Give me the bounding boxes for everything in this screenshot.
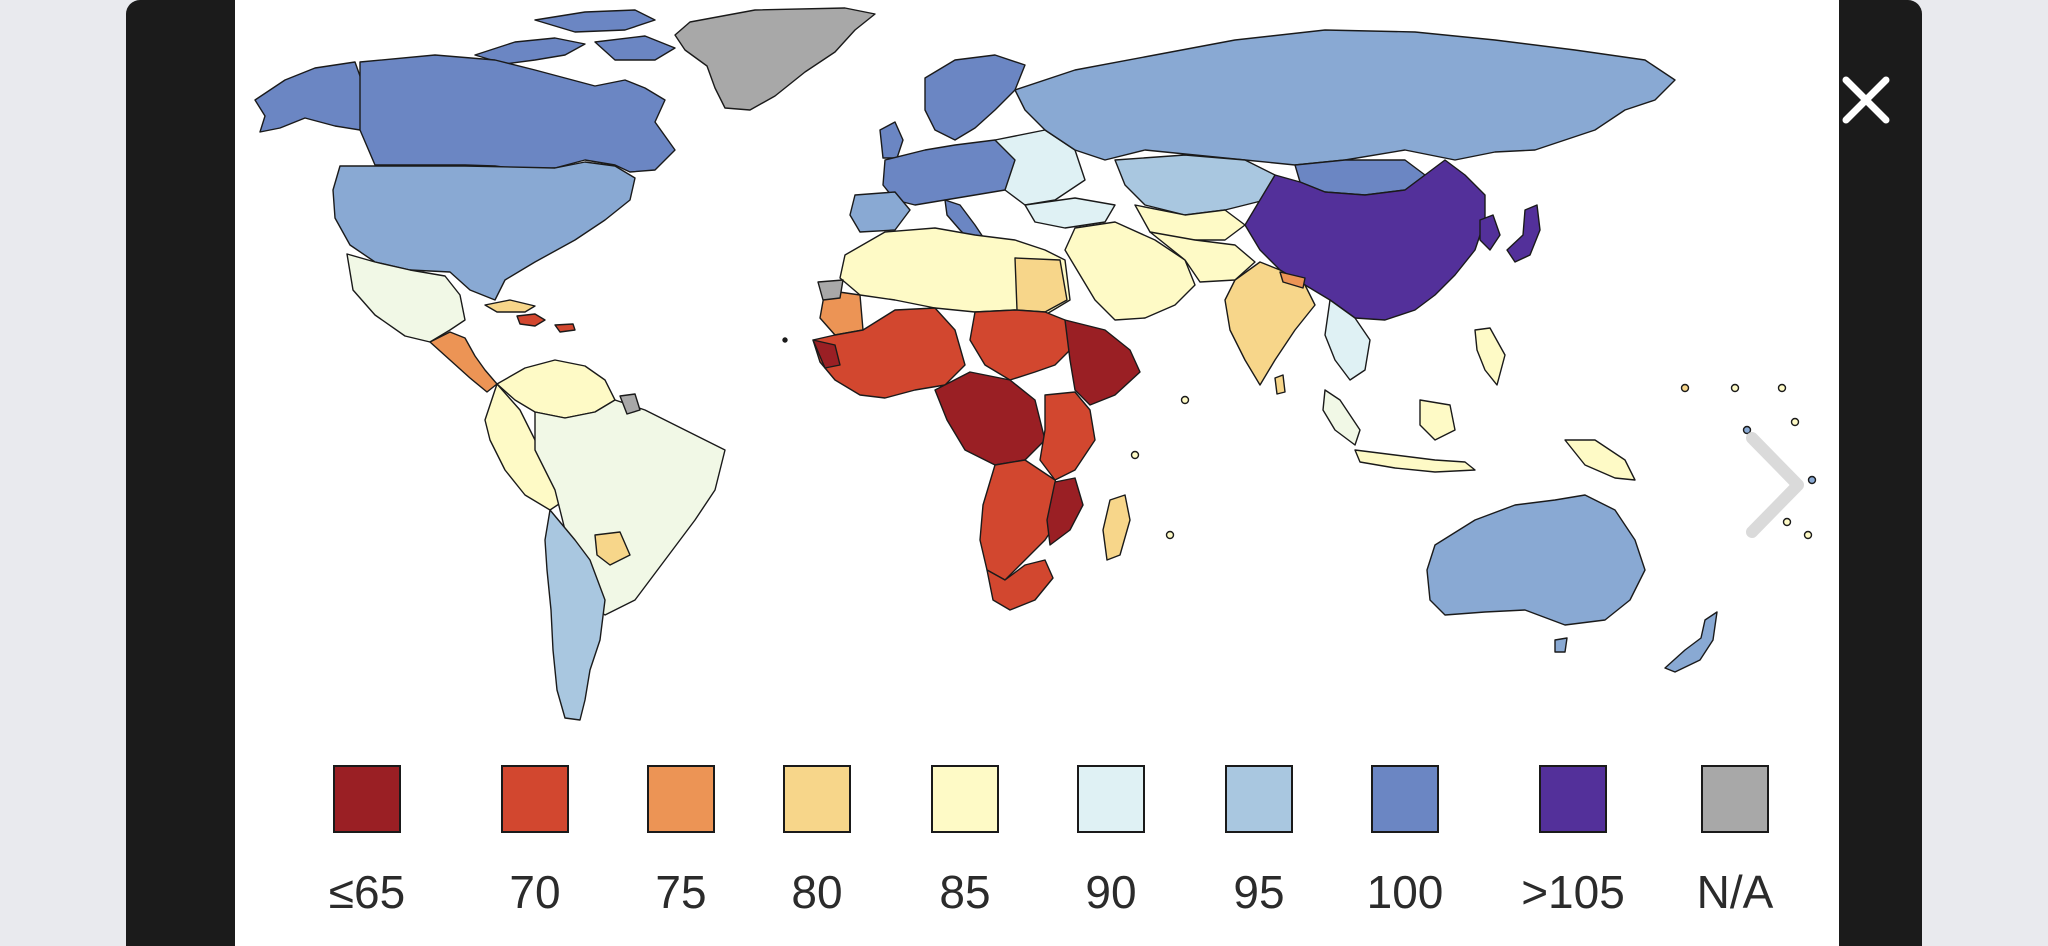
region-iran-afghanistan [1149, 231, 1256, 283]
legend-swatch [1539, 765, 1607, 833]
legend-item: 95 [1189, 765, 1329, 925]
region-arctic-islands [474, 9, 676, 65]
world-map [254, 7, 1817, 721]
legend-label: ≤65 [328, 866, 406, 918]
legend-item: >105 [1503, 765, 1643, 925]
region-turkey [1024, 197, 1116, 229]
region-indonesia [1354, 399, 1476, 473]
region-sri-lanka [1274, 374, 1286, 395]
legend-item: ≤65 [297, 765, 437, 925]
region-ethiopia-somalia [1064, 319, 1141, 406]
region-papua-new-guinea [1564, 439, 1636, 481]
legend-item: 90 [1041, 765, 1181, 925]
legend-label: 75 [655, 866, 707, 918]
region-russia [1014, 29, 1676, 166]
image-panel: ≤65 70 75 80 85 90 95 100 >105 N/A [235, 0, 1839, 946]
legend-swatch [1701, 765, 1769, 833]
legend-item: 75 [611, 765, 751, 925]
region-east-africa [1039, 391, 1096, 481]
legend-item: 80 [747, 765, 887, 925]
legend-label: 80 [791, 866, 843, 918]
legend-label: 70 [509, 866, 561, 918]
region-southern-africa [979, 459, 1066, 581]
legend-item: N/A [1665, 765, 1805, 925]
region-sahel-west [812, 339, 841, 369]
region-west-africa [812, 307, 966, 399]
legend-label: N/A [1696, 866, 1774, 918]
legend-label: 100 [1366, 866, 1444, 918]
chevron-right-icon[interactable] [1740, 430, 1810, 540]
region-western-europe [882, 139, 1026, 206]
legend-swatch [783, 765, 851, 833]
region-western-sahara [817, 279, 844, 301]
close-icon[interactable] [1838, 72, 1894, 128]
region-cuba [484, 299, 536, 313]
legend-swatch [1371, 765, 1439, 833]
region-argentina-chile [544, 509, 606, 721]
legend-item: 70 [465, 765, 605, 925]
region-malay-peninsula [1322, 389, 1361, 446]
region-new-zealand [1664, 611, 1718, 673]
region-north-africa [839, 227, 1071, 316]
legend-label: >105 [1521, 866, 1625, 918]
region-madagascar [1102, 494, 1131, 561]
legend-item: 100 [1335, 765, 1475, 925]
legend-swatch [333, 765, 401, 833]
region-central-america [429, 331, 498, 393]
legend: ≤65 70 75 80 85 90 95 100 >105 N/A [235, 740, 1839, 946]
region-paraguay [594, 531, 631, 566]
region-tasmania [1554, 637, 1568, 653]
legend-swatch [647, 765, 715, 833]
region-uk [879, 121, 904, 159]
region-indochina [1324, 299, 1371, 381]
region-philippines [1474, 327, 1506, 386]
legend-label: 85 [939, 866, 991, 918]
region-central-africa [934, 371, 1046, 466]
legend-swatch [1225, 765, 1293, 833]
legend-swatch [931, 765, 999, 833]
region-sudan [969, 309, 1076, 381]
region-mozambique [1046, 477, 1084, 546]
region-india [1224, 261, 1316, 386]
region-iberia [849, 191, 911, 233]
region-middle-east [1064, 221, 1196, 321]
region-caribbean [516, 313, 576, 333]
region-mexico [346, 253, 466, 343]
region-kazakhstan [1114, 154, 1276, 216]
region-australia [1426, 494, 1646, 626]
region-scandinavia [924, 54, 1026, 141]
region-greenland [674, 7, 876, 111]
region-guianas [619, 393, 641, 415]
region-japan [1506, 204, 1541, 263]
region-usa [332, 161, 636, 301]
legend-label: 90 [1085, 866, 1137, 918]
legend-label: 95 [1233, 866, 1285, 918]
legend-item: 85 [895, 765, 1035, 925]
region-canada [359, 54, 676, 173]
region-nepal [1279, 271, 1306, 289]
region-south-africa [986, 559, 1054, 611]
region-alaska [254, 61, 366, 133]
region-korea [1479, 214, 1501, 251]
legend-swatch [1077, 765, 1145, 833]
region-egypt [1014, 257, 1068, 313]
legend-swatch [501, 765, 569, 833]
